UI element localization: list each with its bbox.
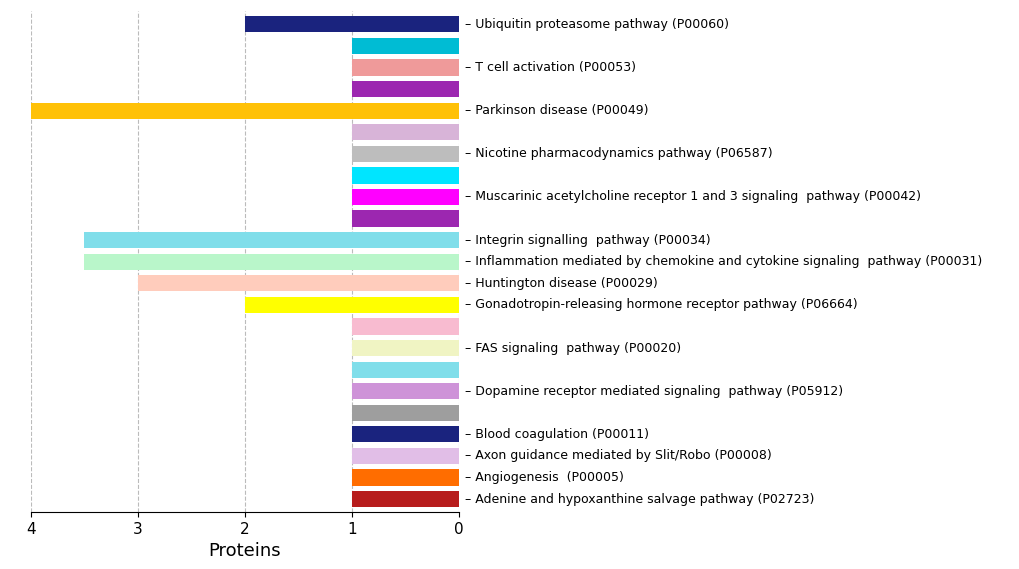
Bar [85,254,459,270]
Bar [352,146,459,162]
Text: – Axon guidance mediated by Slit/Robo (P00008): – Axon guidance mediated by Slit/Robo (P… [464,450,770,463]
Bar [352,81,459,97]
Bar [352,383,459,399]
Bar [352,189,459,205]
Bar [352,319,459,335]
Text: – Parkinson disease (P00049): – Parkinson disease (P00049) [464,104,647,117]
Bar [352,59,459,76]
Text: – Gonadotropin-releasing hormone receptor pathway (P06664): – Gonadotropin-releasing hormone recepto… [464,298,856,311]
Bar [352,491,459,507]
Bar [352,167,459,184]
Bar [352,426,459,443]
Text: – Blood coagulation (P00011): – Blood coagulation (P00011) [464,428,648,441]
Text: – T cell activation (P00053): – T cell activation (P00053) [464,61,635,74]
Text: – Nicotine pharmacodynamics pathway (P06587): – Nicotine pharmacodynamics pathway (P06… [464,147,771,160]
Bar [352,340,459,356]
Text: – Huntington disease (P00029): – Huntington disease (P00029) [464,277,656,290]
X-axis label: Proteins: Proteins [208,542,281,560]
Text: – Dopamine receptor mediated signaling  pathway (P05912): – Dopamine receptor mediated signaling p… [464,385,842,398]
Text: – Muscarinic acetylcholine receptor 1 and 3 signaling  pathway (P00042): – Muscarinic acetylcholine receptor 1 an… [464,191,920,204]
Bar [31,102,459,119]
Text: – Angiogenesis  (P00005): – Angiogenesis (P00005) [464,471,623,484]
Bar [245,297,459,313]
Bar [352,361,459,378]
Bar [352,124,459,141]
Text: – Adenine and hypoxanthine salvage pathway (P02723): – Adenine and hypoxanthine salvage pathw… [464,493,813,506]
Text: – Ubiquitin proteasome pathway (P00060): – Ubiquitin proteasome pathway (P00060) [464,18,728,31]
Bar [352,448,459,464]
Text: – Integrin signalling  pathway (P00034): – Integrin signalling pathway (P00034) [464,234,709,246]
Bar [352,38,459,54]
Bar [352,469,459,486]
Bar [352,405,459,421]
Bar [245,17,459,32]
Bar [138,275,459,291]
Bar [352,211,459,226]
Text: – FAS signaling  pathway (P00020): – FAS signaling pathway (P00020) [464,341,680,354]
Bar [85,232,459,248]
Text: – Inflammation mediated by chemokine and cytokine signaling  pathway (P00031): – Inflammation mediated by chemokine and… [464,255,981,268]
